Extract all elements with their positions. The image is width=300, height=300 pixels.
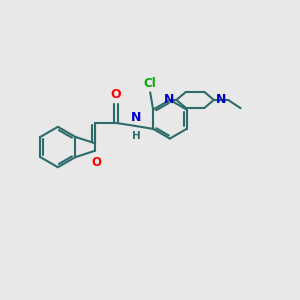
Text: H: H <box>131 131 140 141</box>
Text: N: N <box>131 111 141 124</box>
Text: N: N <box>216 93 226 106</box>
Text: Cl: Cl <box>143 77 156 90</box>
Text: O: O <box>91 156 101 169</box>
Text: O: O <box>111 88 121 101</box>
Text: N: N <box>164 93 174 106</box>
